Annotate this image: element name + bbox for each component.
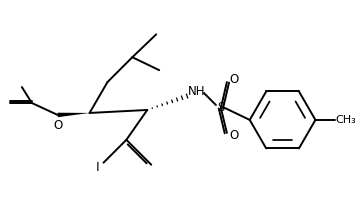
Text: S: S	[217, 102, 225, 115]
Text: O: O	[229, 73, 238, 86]
Text: O: O	[53, 119, 62, 132]
Text: O: O	[229, 129, 238, 142]
Polygon shape	[57, 113, 90, 117]
Text: CH₃: CH₃	[335, 115, 356, 125]
Text: I: I	[96, 161, 99, 174]
Text: NH: NH	[188, 84, 206, 98]
